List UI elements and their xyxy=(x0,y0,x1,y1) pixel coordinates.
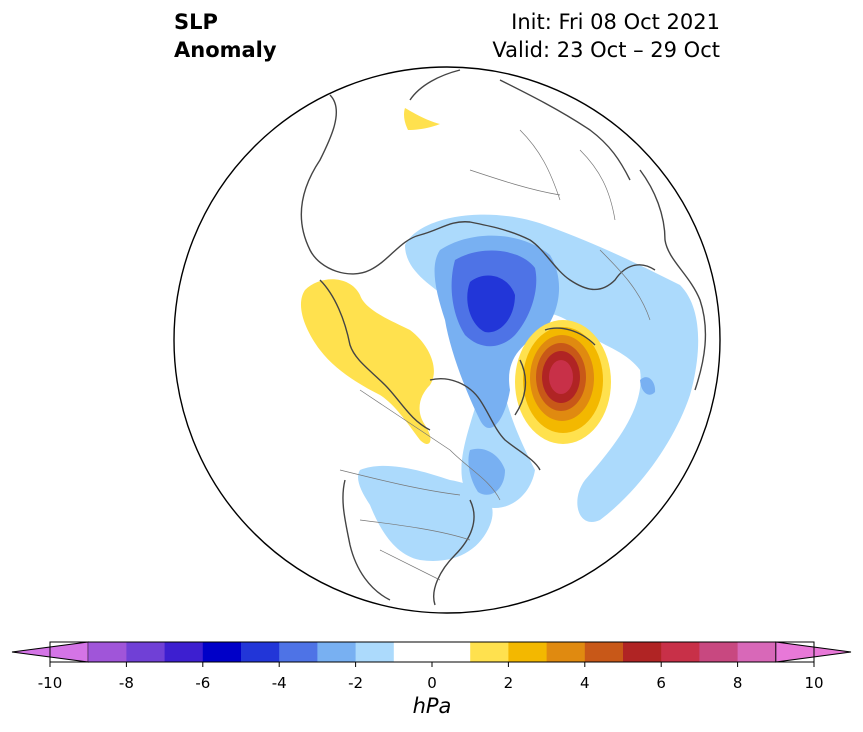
colorbar-tick-label: 0 xyxy=(427,674,437,692)
colorbar-tick-label: -10 xyxy=(37,674,63,692)
colorbar-segment xyxy=(546,642,586,662)
colorbar-segment xyxy=(432,642,471,662)
coastlines xyxy=(300,69,707,606)
colorbar-segment xyxy=(202,642,242,662)
colorbar-segments xyxy=(11,641,852,663)
colorbar-segment xyxy=(355,642,395,662)
negative-anomaly-core xyxy=(467,275,515,333)
colorbar-tick-label: -2 xyxy=(348,674,364,692)
colorbar-tick-label: 4 xyxy=(580,674,590,692)
colorbar-segment xyxy=(699,642,739,662)
colorbar-segment xyxy=(584,642,624,662)
colorbar-segment xyxy=(775,641,852,663)
colorbar-tick-label: 10 xyxy=(804,674,824,692)
positive-anomaly-siberia xyxy=(404,108,440,130)
colorbar-segment xyxy=(470,642,509,662)
map-title: SLP Anomaly xyxy=(174,8,277,64)
negative-anomaly-east-dot xyxy=(640,377,656,395)
anomaly-field xyxy=(174,67,720,613)
colorbar-segment xyxy=(737,642,777,662)
colorbar-tick-label: 8 xyxy=(732,674,743,692)
colorbar-segment xyxy=(279,642,318,662)
colorbar xyxy=(11,641,852,667)
colorbar-tick-label: -8 xyxy=(118,674,134,692)
colorbar-tick-label: -4 xyxy=(271,674,287,692)
colorbar-tick-label: 2 xyxy=(503,674,514,692)
title-line-1: SLP xyxy=(174,10,218,34)
colorbar-segment xyxy=(623,642,662,662)
valid-range: Valid: 23 Oct – 29 Oct xyxy=(492,38,720,62)
title-line-2: Anomaly xyxy=(174,38,277,62)
polar-map xyxy=(173,66,721,614)
colorbar-segment xyxy=(317,642,357,662)
colorbar-unit: hPa xyxy=(412,694,452,718)
colorbar-tick-label: -6 xyxy=(195,674,211,692)
colorbar-ticks xyxy=(49,662,815,667)
colorbar-tick-label: 6 xyxy=(656,674,666,692)
colorbar-segment xyxy=(241,642,280,662)
colorbar-segment xyxy=(661,642,700,662)
colorbar-segment xyxy=(126,642,166,662)
colorbar-segment xyxy=(393,642,433,662)
negative-anomaly-america xyxy=(358,465,493,561)
colorbar-segment xyxy=(88,642,127,662)
borders xyxy=(339,129,651,581)
forecast-dates: Init: Fri 08 Oct 2021 Valid: 23 Oct – 29… xyxy=(492,8,720,64)
positive-ring-6 xyxy=(549,360,573,394)
map-boundary xyxy=(173,66,721,614)
negative-anomaly-mid-small xyxy=(468,448,505,495)
colorbar-segment xyxy=(508,642,548,662)
init-date: Init: Fri 08 Oct 2021 xyxy=(511,10,720,34)
colorbar-segment xyxy=(164,642,204,662)
